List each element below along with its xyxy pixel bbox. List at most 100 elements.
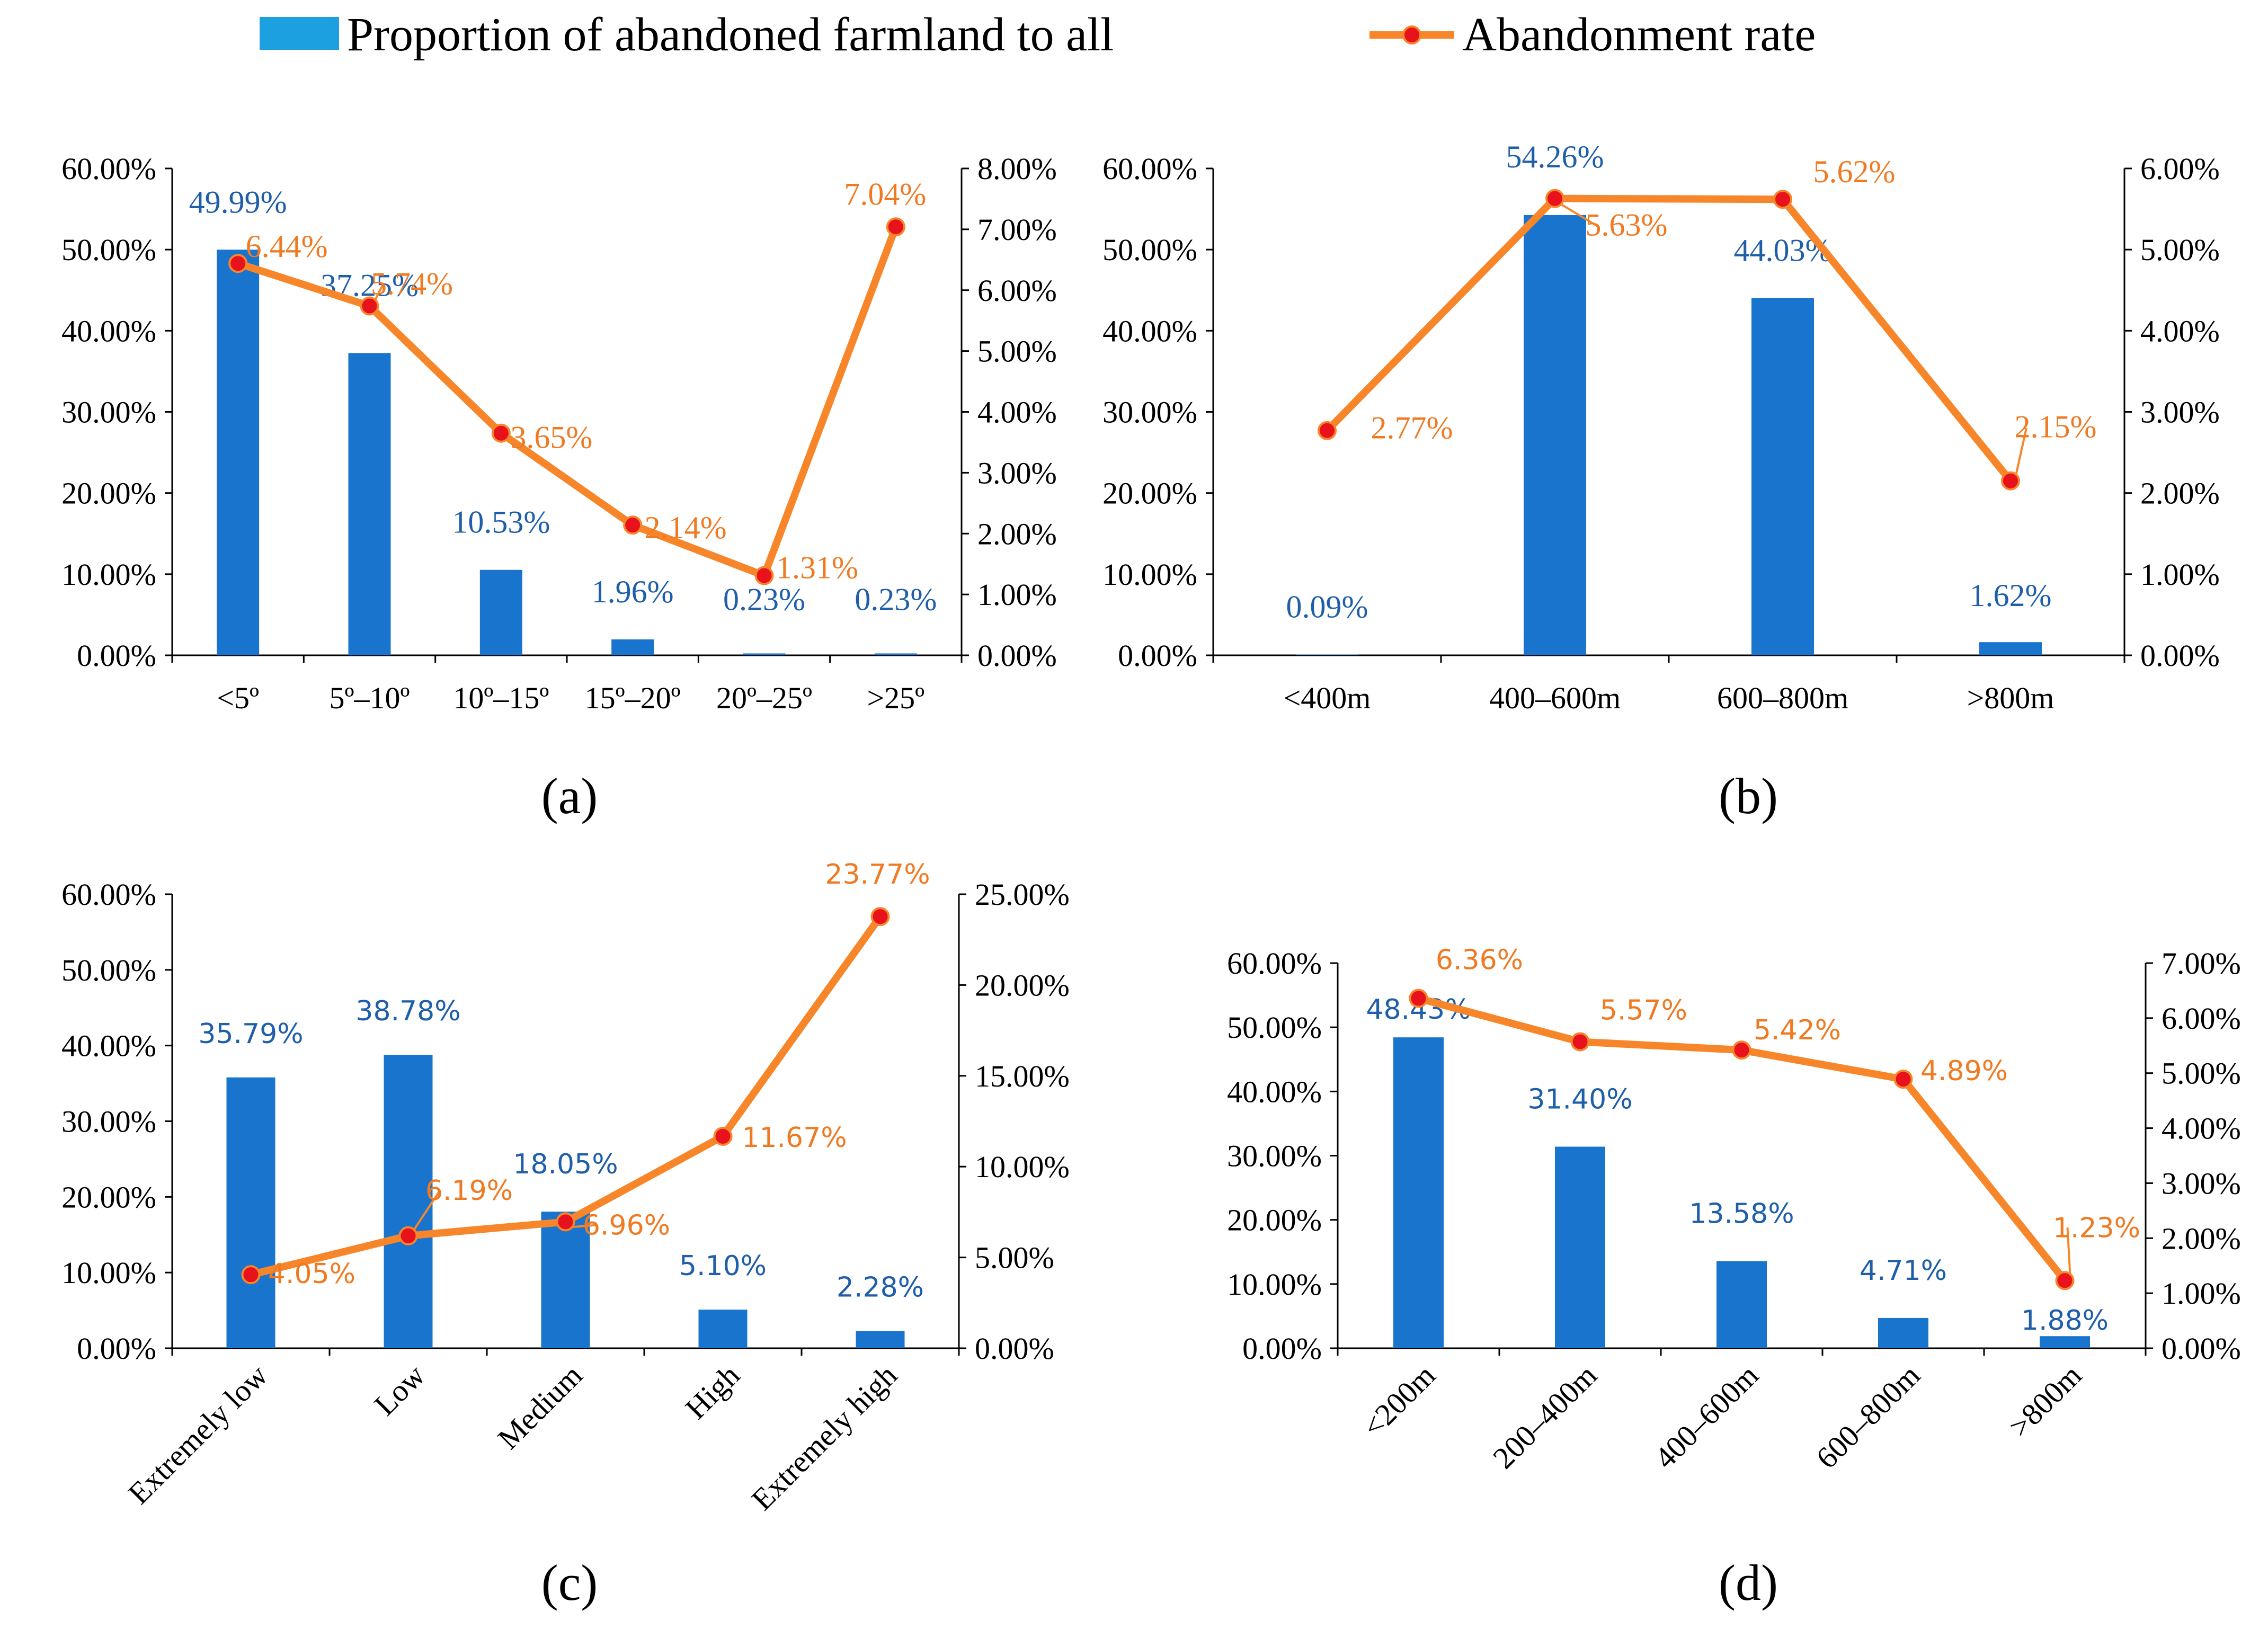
y-left-tick-label: 40.00%: [1102, 314, 1197, 348]
y-right-tick-label: 25.00%: [975, 877, 1070, 912]
legend-line-label: Abandonment rate: [1462, 8, 1816, 61]
y-right-tick-label: 3.00%: [2162, 1166, 2241, 1200]
x-category-label: <5º: [217, 681, 259, 715]
bar-data-label: 2.28%: [837, 1271, 924, 1303]
bar-data-label: 38.78%: [355, 995, 460, 1027]
line-data-label: 6.36%: [1436, 944, 1523, 976]
x-category-label: >800m: [2002, 1358, 2088, 1444]
y-left-tick-label: 20.00%: [1227, 1203, 1322, 1238]
bar: [1524, 215, 1586, 655]
line-point: [360, 296, 379, 316]
line-data-label: 5.63%: [1586, 208, 1668, 243]
bar-data-label: 54.26%: [1506, 139, 1604, 174]
y-right-tick-label: 5.00%: [977, 334, 1057, 369]
x-category-label: <400m: [1284, 681, 1371, 715]
y-right-tick-label: 6.00%: [2140, 152, 2220, 186]
y-left-tick-label: 30.00%: [61, 395, 156, 430]
line-point: [1570, 1032, 1590, 1052]
bar: [874, 653, 917, 655]
y-right-tick-label: 4.00%: [977, 395, 1057, 430]
y-left-tick-label: 60.00%: [1102, 152, 1197, 186]
x-category-label: 5º–10º: [330, 681, 410, 715]
bar: [1555, 1146, 1605, 1348]
y-right-tick-label: 5.00%: [975, 1241, 1054, 1275]
y-left-tick-label: 60.00%: [1227, 946, 1322, 981]
y-right-tick-label: 1.00%: [2162, 1276, 2241, 1311]
x-category-label: 400–600m: [1489, 681, 1621, 715]
bar: [743, 653, 786, 655]
panel-label: (a): [541, 768, 598, 824]
bar-data-label: 35.79%: [198, 1018, 303, 1050]
y-left-tick-label: 40.00%: [61, 1029, 156, 1063]
y-left-tick-label: 30.00%: [61, 1105, 156, 1139]
y-right-tick-label: 0.00%: [2140, 638, 2220, 673]
bar-data-label: 13.58%: [1689, 1198, 1794, 1230]
y-right-tick-label: 15.00%: [975, 1059, 1070, 1093]
x-category-label: 600–800m: [1717, 681, 1848, 715]
y-left-tick-label: 0.00%: [1118, 638, 1197, 673]
x-category-label: 20º–25º: [716, 681, 812, 715]
line-label-leader: [2066, 1227, 2071, 1276]
y-right-tick-label: 1.00%: [977, 577, 1057, 612]
line-data-label: 2.77%: [1371, 411, 1453, 446]
line-point: [1545, 189, 1564, 208]
line-point: [1732, 1040, 1751, 1060]
y-right-tick-label: 6.00%: [2162, 1001, 2241, 1036]
legend-bar-label: Proportion of abandoned farmland to all: [347, 8, 1114, 61]
y-left-tick-label: 20.00%: [1102, 476, 1197, 511]
x-category-label: >800m: [1967, 681, 2054, 715]
bar: [611, 639, 654, 655]
line-data-label: 11.67%: [742, 1122, 847, 1154]
y-left-tick-label: 20.00%: [61, 476, 156, 511]
line-point: [754, 566, 774, 585]
bar: [1878, 1318, 1928, 1348]
y-right-tick-label: 0.00%: [2162, 1331, 2241, 1366]
bar: [479, 569, 522, 655]
line-point: [2001, 471, 2020, 491]
y-right-tick-label: 4.00%: [2140, 314, 2220, 348]
bar-data-label: 1.88%: [2021, 1305, 2109, 1337]
chart-panel-d: 0.00% 10.00% 20.00% 30.00% 40.00% 50.00% 60.00…: [1227, 944, 2241, 1611]
line-data-label: 5.42%: [1754, 1014, 1841, 1046]
y-left-tick-label: 50.00%: [61, 953, 156, 987]
bar: [217, 250, 260, 655]
y-left-tick-label: 60.00%: [61, 152, 156, 186]
y-left-tick-label: 60.00%: [61, 877, 156, 912]
x-category-label: High: [679, 1358, 746, 1426]
bar: [1751, 298, 1814, 655]
legend-line-marker: [1402, 25, 1421, 44]
line-series: [237, 225, 900, 580]
y-left-tick-label: 0.00%: [77, 638, 156, 673]
y-left-tick-label: 10.00%: [1227, 1267, 1322, 1302]
y-right-tick-label: 20.00%: [975, 968, 1070, 1002]
y-right-tick-label: 2.00%: [2162, 1221, 2241, 1256]
bar: [1979, 642, 2042, 655]
x-category-label: >25º: [867, 681, 924, 715]
bar: [856, 1331, 905, 1348]
chart-panel-a: 0.00% 10.00% 20.00% 30.00% 40.00% 50.00% 60.00…: [61, 152, 1057, 824]
bar: [2040, 1336, 2090, 1348]
bar: [1716, 1261, 1767, 1348]
bar: [226, 1077, 275, 1348]
legend-bar-swatch: [260, 17, 339, 50]
y-right-tick-label: 7.00%: [2162, 946, 2241, 981]
legend: Proportion of abandoned farmland to all …: [260, 8, 1816, 61]
line-series: [1324, 194, 2014, 484]
line-point: [623, 515, 643, 535]
y-right-tick-label: 5.00%: [2162, 1056, 2241, 1091]
y-right-tick-label: 7.00%: [977, 212, 1057, 247]
panel-label: (c): [541, 1554, 598, 1611]
line-data-label: 5.74%: [371, 266, 453, 301]
line-data-label: 3.65%: [510, 420, 592, 455]
x-category-label: Extremely low: [121, 1358, 274, 1511]
y-right-tick-label: 6.00%: [977, 273, 1057, 308]
panel-label: (b): [1719, 768, 1778, 824]
line-label-leader: [2015, 428, 2027, 476]
bar-data-label: 5.10%: [679, 1250, 767, 1282]
line-data-label: 2.14%: [645, 510, 727, 545]
line-label-leader: [373, 284, 384, 301]
bar-data-label: 49.99%: [189, 184, 287, 219]
bar-data-label: 0.23%: [855, 582, 937, 617]
bar-data-label: 31.40%: [1527, 1084, 1632, 1116]
bar-data-label: 18.05%: [513, 1149, 618, 1180]
